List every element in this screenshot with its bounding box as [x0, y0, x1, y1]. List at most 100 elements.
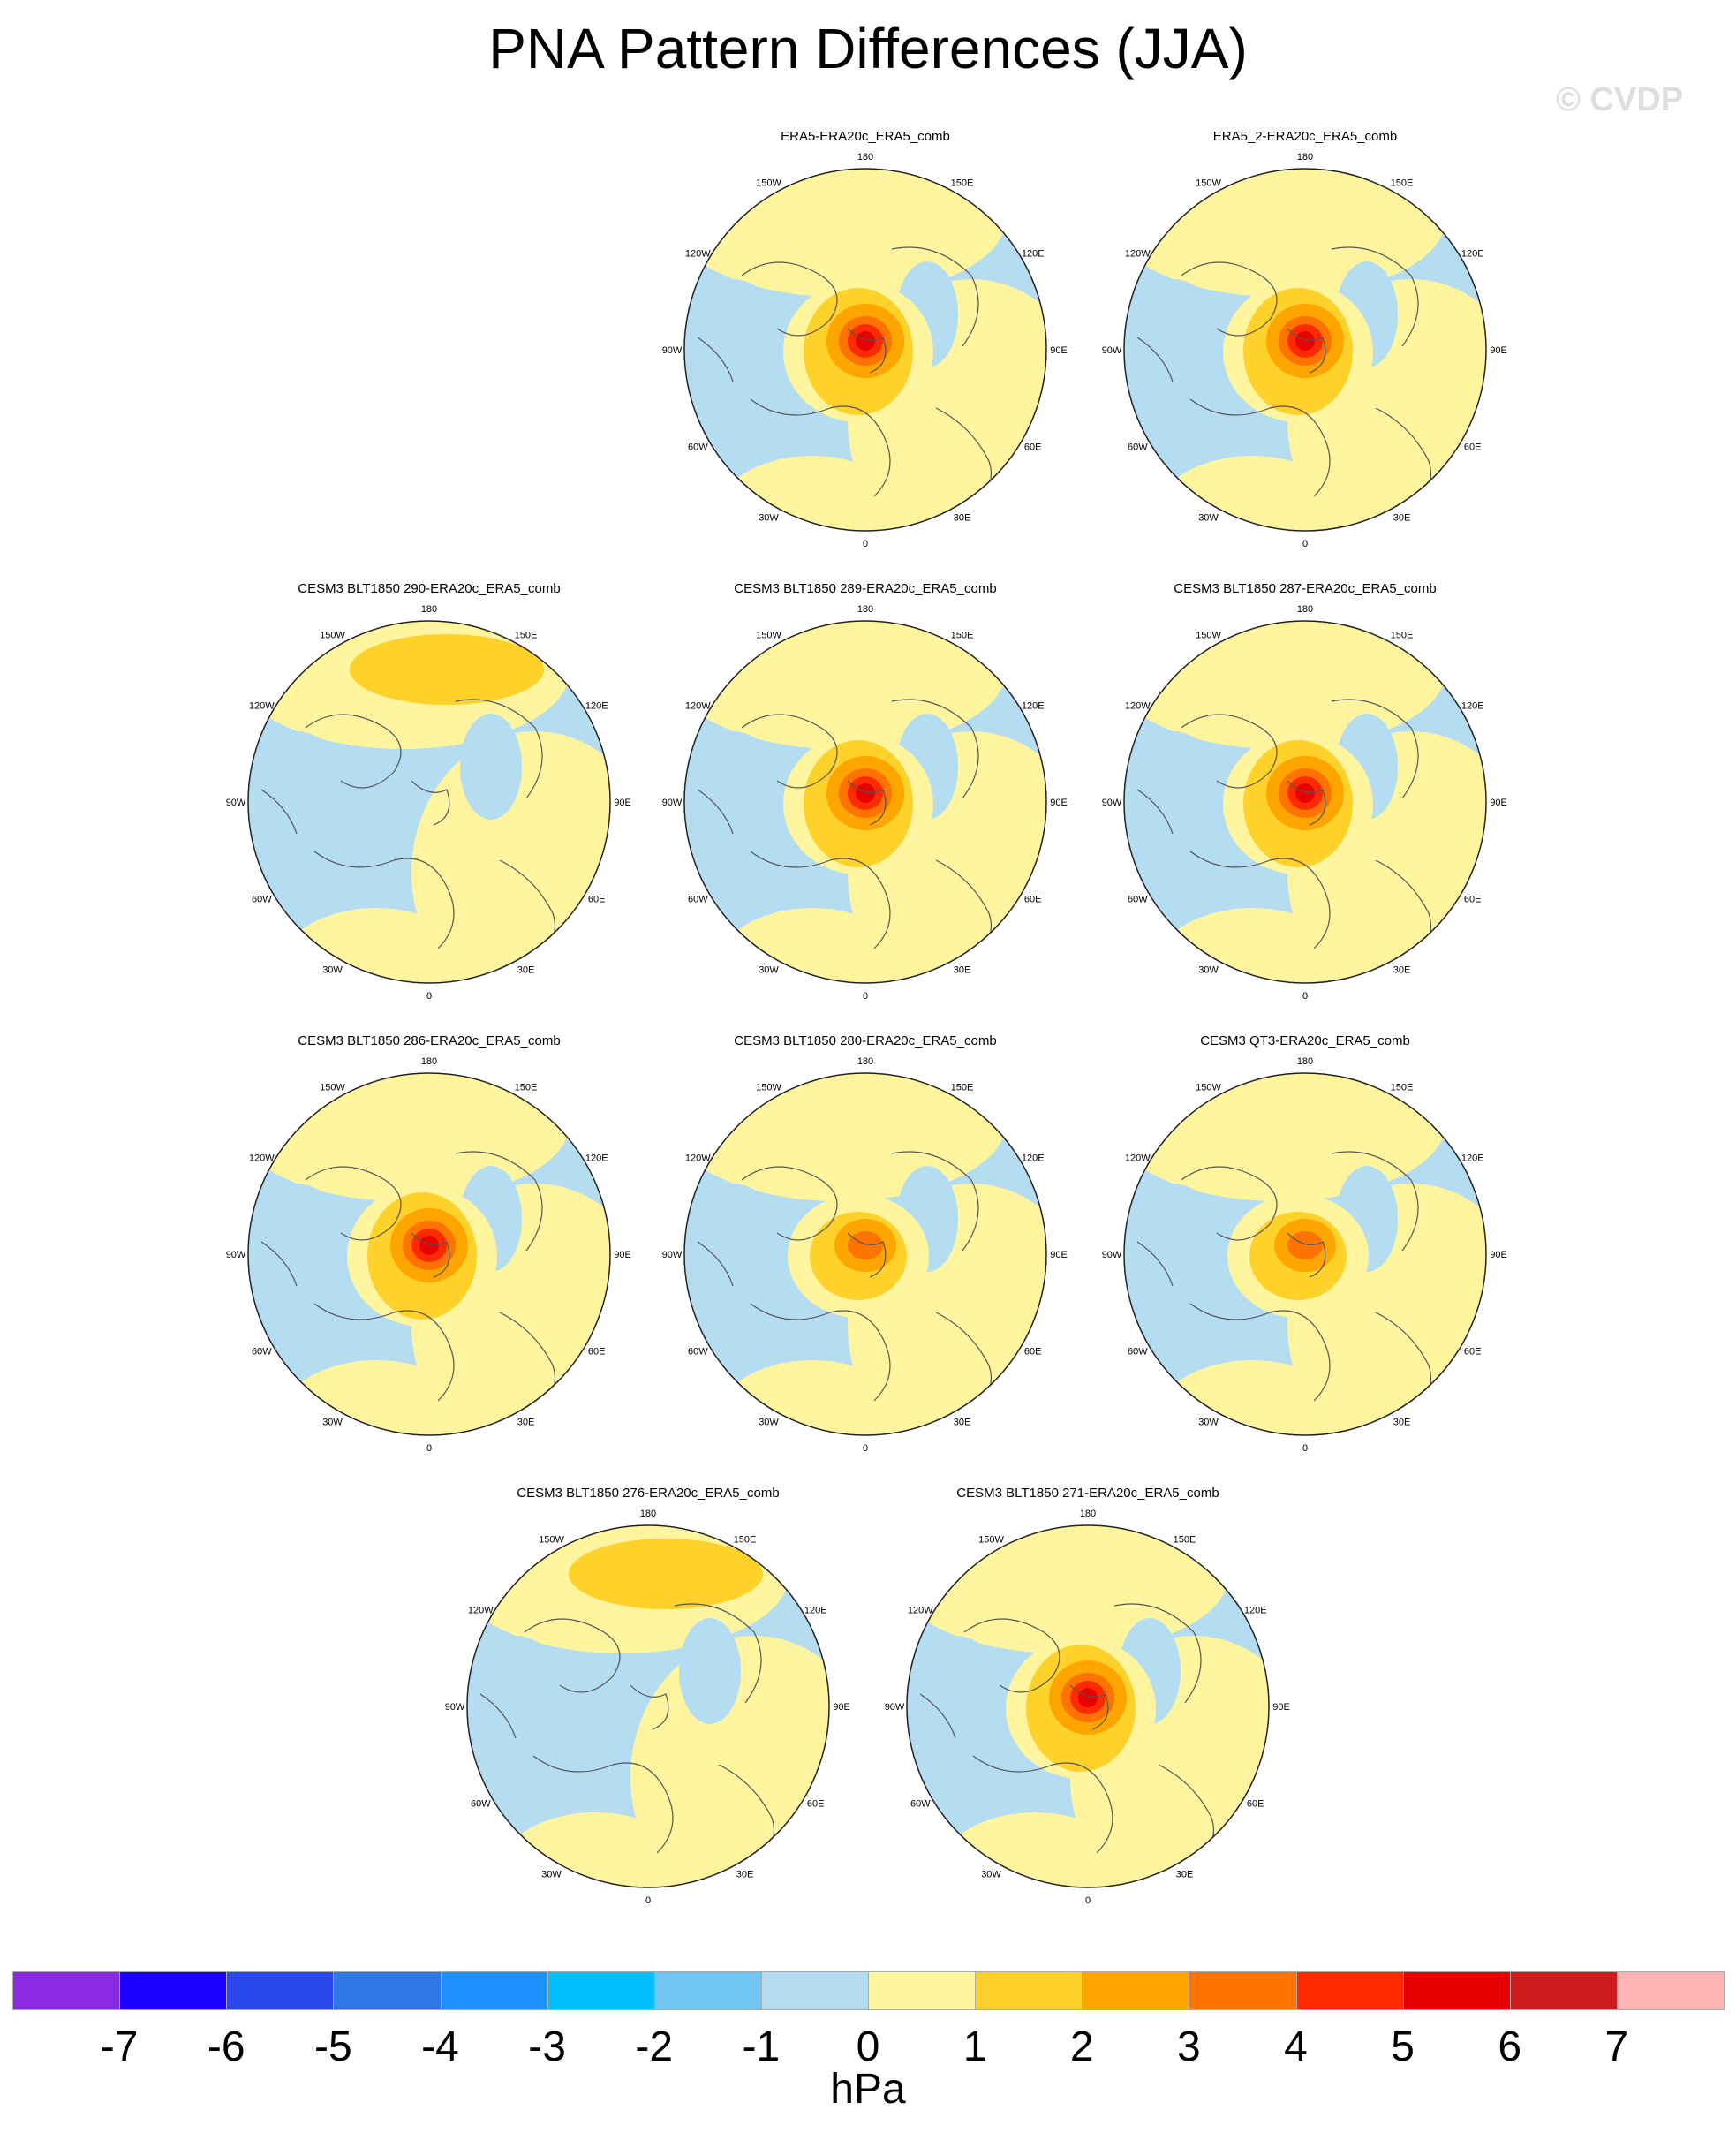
longitude-label: 90E: [833, 1702, 850, 1713]
map-panel: CESM3 BLT1850 280-ERA20c_ERA5_comb 180 15…: [645, 1033, 1086, 1493]
coastline: [1331, 246, 1419, 347]
panel-title: ERA5_2-ERA20c_ERA5_comb: [1212, 129, 1398, 144]
coastline: [750, 1303, 891, 1402]
longitude-label: 60E: [1464, 442, 1482, 453]
longitude-label: 150E: [1391, 630, 1414, 640]
longitude-label: 180: [857, 152, 873, 163]
positive-anomaly-area: [1155, 1360, 1349, 1435]
positive-anomaly-area: [1124, 1073, 1446, 1201]
coastline: [697, 337, 734, 382]
longitude-label: 150E: [1174, 1534, 1196, 1545]
longitude-label: 60E: [1024, 442, 1042, 453]
longitude-label: 120W: [685, 701, 711, 712]
polar-map: 180 150E 120E 90E 60E 30E 0 30W 60W 90W 120W 150W: [662, 152, 1068, 549]
longitude-label: 150W: [320, 1082, 345, 1093]
positive-anomaly-contour: [1295, 331, 1315, 351]
colorbar-tick-label: 2: [1069, 2023, 1094, 2070]
coastline: [1189, 1303, 1331, 1402]
coastline: [741, 261, 838, 337]
colorbar-tick-label: 6: [1498, 2023, 1522, 2070]
longitude-label: 120E: [1022, 249, 1045, 260]
longitude-label: 0: [1302, 1443, 1308, 1454]
longitude-label: 150W: [756, 630, 781, 640]
longitude-label: 90W: [226, 1250, 246, 1260]
coastline: [1287, 1232, 1326, 1278]
longitude-label: 0: [426, 1443, 432, 1454]
coastline: [1181, 714, 1278, 789]
longitude-label: 60E: [807, 1799, 825, 1810]
anomaly-field: [1124, 169, 1486, 531]
longitude-label: 150E: [515, 630, 538, 640]
coastline: [313, 851, 455, 949]
coastline: [1136, 337, 1174, 382]
negative-anomaly-area: [684, 279, 795, 473]
map-panel: CESM3 BLT1850 289-ERA20c_ERA5_comb 180 15…: [645, 581, 1086, 1040]
longitude-label: 60E: [588, 895, 606, 905]
positive-anomaly-area: [715, 908, 910, 983]
longitude-label: 60E: [1464, 1347, 1482, 1358]
coastline: [972, 1755, 1113, 1854]
longitude-label: 150E: [951, 1082, 974, 1093]
longitude-label: 90E: [1050, 798, 1068, 808]
longitude-label: 0: [1302, 991, 1308, 1002]
positive-anomaly-contour: [1287, 1231, 1323, 1259]
longitude-label: 90E: [1050, 345, 1068, 356]
coastline: [741, 714, 838, 789]
colorbar-tick-label: 1: [962, 2023, 987, 2070]
positive-anomaly-area: [1124, 169, 1446, 297]
negative-anomaly-area: [467, 1636, 577, 1830]
coastline: [411, 780, 450, 826]
colorbar-tick-label: 5: [1391, 2023, 1415, 2070]
longitude-label: 60W: [252, 895, 272, 905]
coastline: [847, 780, 887, 826]
polar-map: 180 150E 120E 90E 60E 30E 0 30W 60W 90W 120W 150W: [662, 1056, 1068, 1454]
longitude-label: 30W: [759, 513, 779, 524]
longitude-label: 90E: [614, 1250, 631, 1260]
negative-anomaly-area: [1124, 279, 1234, 473]
colorbar-box: [226, 1971, 335, 2010]
coastline: [1287, 328, 1326, 374]
coastline: [1331, 1151, 1419, 1252]
longitude-label: 60W: [688, 442, 708, 453]
longitude-label: 90E: [1490, 345, 1507, 356]
positive-anomaly-area: [684, 1073, 1007, 1201]
positive-anomaly-area: [1155, 908, 1349, 983]
longitude-label: 60E: [1024, 895, 1042, 905]
longitude-label: 30E: [517, 1418, 535, 1428]
longitude-label: 60E: [1464, 895, 1482, 905]
coastline: [1136, 789, 1174, 835]
longitude-label: 90E: [614, 798, 631, 808]
longitude-label: 120W: [1125, 249, 1151, 260]
map-panel: ERA5-ERA20c_ERA5_comb 180 150E 120E 90E 60E 3…: [645, 129, 1086, 588]
longitude-label: 120E: [1022, 701, 1045, 712]
figure-title: PNA Pattern Differences (JJA): [488, 17, 1248, 80]
coastline: [891, 699, 979, 799]
longitude-label: 60E: [588, 1347, 606, 1358]
longitude-label: 150E: [951, 630, 974, 640]
negative-anomaly-area: [1124, 731, 1234, 926]
longitude-label: 90W: [1102, 345, 1122, 356]
coastline: [750, 398, 891, 497]
longitude-label: 180: [857, 604, 873, 615]
panel-title: CESM3 BLT1850 271-ERA20c_ERA5_comb: [956, 1486, 1219, 1501]
colorbar-tick-label: -6: [207, 2023, 245, 2070]
longitude-label: 30E: [736, 1870, 754, 1880]
longitude-label: 150W: [756, 1082, 781, 1093]
colorbar-tick-label: 4: [1284, 2023, 1308, 2070]
longitude-label: 90E: [1490, 1250, 1507, 1260]
cvdp-watermark: © CVDP: [1556, 81, 1684, 118]
longitude-label: 150W: [539, 1534, 564, 1545]
positive-anomaly-contour: [1078, 1688, 1098, 1707]
map-boundary: [906, 1524, 1270, 1888]
longitude-label: 30W: [1198, 965, 1219, 976]
positive-anomaly-contour: [419, 1236, 439, 1255]
polar-map: 180 150E 120E 90E 60E 30E 0 30W 60W 90W 120W 150W: [662, 604, 1068, 1002]
longitude-label: 180: [1297, 1056, 1313, 1067]
longitude-label: 30W: [759, 1418, 779, 1428]
colorbar-box: [1295, 1971, 1404, 2010]
map-panel: CESM3 BLT1850 276-ERA20c_ERA5_comb 180 15…: [427, 1486, 869, 1945]
colorbar-tick-label: -2: [635, 2023, 674, 2070]
polar-map: 180 150E 120E 90E 60E 30E 0 30W 60W 90W 120W 150W: [226, 604, 631, 1002]
coastline: [305, 1166, 402, 1241]
coastline: [260, 1241, 298, 1287]
